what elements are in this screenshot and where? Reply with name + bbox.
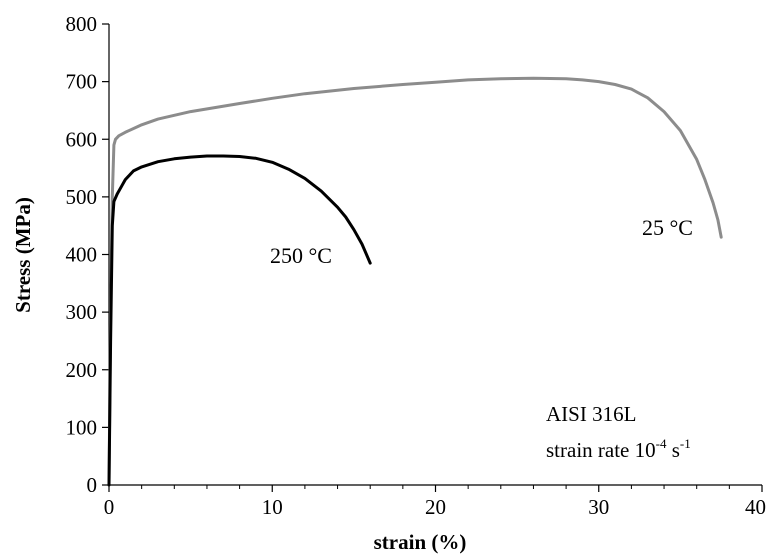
plot-area (108, 24, 762, 486)
y-ticks: 0 100 200 300 400 500 600 700 800 (66, 12, 109, 497)
annotation-strain-rate: strain rate 10-4 s-1 (546, 436, 691, 462)
strain-rate-unit-exponent: -1 (680, 436, 691, 451)
x-tick-label: 20 (425, 495, 446, 519)
series-line-250c (107, 154, 372, 487)
x-ticks: 0 10 20 30 40 (104, 485, 766, 519)
y-tick-label: 400 (66, 243, 98, 267)
y-tick-label: 100 (66, 415, 98, 439)
x-tick-label: 10 (262, 495, 283, 519)
x-tick-label: 0 (104, 495, 115, 519)
y-axis-title: Stress (MPa) (11, 197, 35, 313)
strain-rate-unit: s (666, 438, 679, 462)
y-tick-label: 500 (66, 185, 98, 209)
strain-rate-prefix: strain rate 10 (546, 438, 656, 462)
y-tick-label: 600 (66, 127, 98, 151)
annotation-material: AISI 316L (546, 402, 636, 426)
series-layer (107, 76, 723, 487)
y-tick-label: 0 (87, 473, 98, 497)
y-tick-label: 700 (66, 70, 98, 94)
y-tick-label: 800 (66, 12, 98, 36)
y-tick-label: 300 (66, 300, 98, 324)
y-tick-label: 200 (66, 358, 98, 382)
x-tick-label: 40 (745, 495, 766, 519)
series-line-25c (107, 76, 723, 487)
series-label-25c: 25 °C (642, 215, 693, 240)
x-axis-title: strain (%) (374, 530, 467, 554)
strain-rate-exponent: -4 (656, 436, 667, 451)
x-tick-label: 30 (588, 495, 609, 519)
series-label-250c: 250 °C (270, 243, 332, 268)
